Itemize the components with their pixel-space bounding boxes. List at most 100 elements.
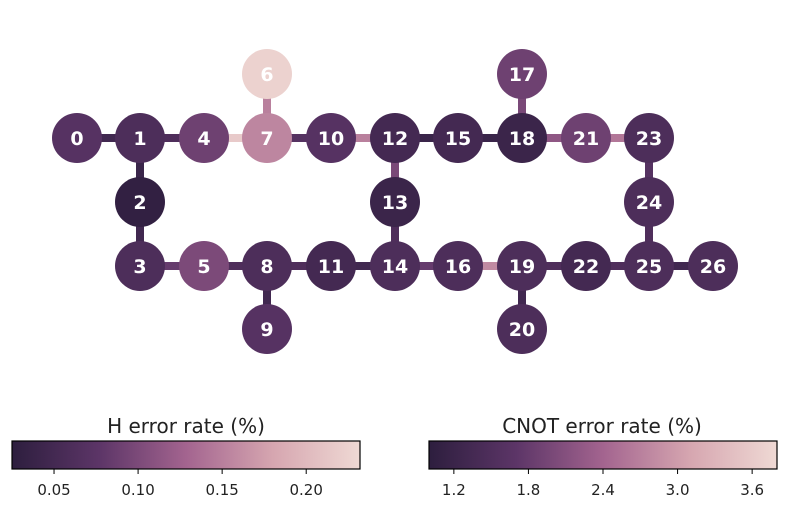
qubit-circle-13: [370, 177, 420, 227]
qubit-label-16: 16: [445, 256, 471, 278]
qubit-circle-7: [242, 113, 292, 163]
qubit-label-19: 19: [509, 256, 535, 278]
qubit-label-6: 6: [260, 64, 273, 86]
cnot-colorbar-title: CNOT error rate (%): [502, 414, 702, 438]
qubit-circle-10: [306, 113, 356, 163]
qubit-circle-1: [115, 113, 165, 163]
cnot-tick-label: 2.4: [591, 481, 615, 499]
qubit-node-8: 8: [242, 241, 292, 291]
qubit-label-14: 14: [382, 256, 408, 278]
h-tick-label: 0.20: [289, 481, 322, 499]
qubit-label-24: 24: [636, 192, 662, 214]
qubit-circle-24: [624, 177, 674, 227]
qubit-node-18: 18: [497, 113, 547, 163]
qubit-label-4: 4: [197, 128, 210, 150]
qubit-circle-19: [497, 241, 547, 291]
qubit-label-15: 15: [445, 128, 471, 150]
qubit-circle-14: [370, 241, 420, 291]
qubit-node-12: 12: [370, 113, 420, 163]
qubit-circle-5: [179, 241, 229, 291]
qubit-label-7: 7: [260, 128, 273, 150]
cnot-colorbar: [428, 440, 778, 470]
qubit-node-1: 1: [115, 113, 165, 163]
cnot-colorbar-ticks: 1.2 1.8 2.4 3.0 3.6: [442, 469, 764, 499]
qubit-node-22: 22: [561, 241, 611, 291]
qubit-label-21: 21: [573, 128, 599, 150]
qubit-label-10: 10: [318, 128, 344, 150]
qubit-node-24: 24: [624, 177, 674, 227]
qubit-circle-9: [242, 304, 292, 354]
qubit-circle-0: [52, 113, 102, 163]
qubit-label-3: 3: [133, 256, 146, 278]
qubit-node-19: 19: [497, 241, 547, 291]
qubit-node-9: 9: [242, 304, 292, 354]
qubit-circle-22: [561, 241, 611, 291]
qubit-nodes: 0 123456789101112131415161718192021222324…: [52, 49, 738, 354]
qubit-node-26: 26: [688, 241, 738, 291]
qubit-label-22: 22: [573, 256, 599, 278]
qubit-circle-3: [115, 241, 165, 291]
qubit-label-8: 8: [260, 256, 273, 278]
qubit-circle-11: [306, 241, 356, 291]
qubit-node-21: 21: [561, 113, 611, 163]
h-tick-label: 0.05: [37, 481, 70, 499]
qubit-circle-20: [497, 304, 547, 354]
qubit-node-15: 15: [433, 113, 483, 163]
qubit-node-11: 11: [306, 241, 356, 291]
cnot-tick-label: 3.0: [666, 481, 690, 499]
qubit-circle-23: [624, 113, 674, 163]
qubit-circle-6: [242, 49, 292, 99]
qubit-node-16: 16: [433, 241, 483, 291]
qubit-node-25: 25: [624, 241, 674, 291]
qubit-circle-17: [497, 49, 547, 99]
qubit-node-4: 4: [179, 113, 229, 163]
cnot-tick-label: 1.2: [442, 481, 466, 499]
qubit-node-10: 10: [306, 113, 356, 163]
qubit-circle-12: [370, 113, 420, 163]
qubit-node-13: 13: [370, 177, 420, 227]
qubit-node-17: 17: [497, 49, 547, 99]
h-colorbar: [11, 440, 361, 470]
qubit-node-3: 3: [115, 241, 165, 291]
qubit-node-23: 23: [624, 113, 674, 163]
qubit-circle-4: [179, 113, 229, 163]
qubit-node-0: 0: [52, 113, 102, 163]
qubit-circle-25: [624, 241, 674, 291]
qubit-label-26: 26: [700, 256, 726, 278]
qubit-label-20: 20: [509, 319, 535, 341]
h-colorbar-ticks: 0.05 0.10 0.15 0.20: [37, 469, 323, 499]
h-colorbar-title: H error rate (%): [107, 414, 265, 438]
qubit-circle-21: [561, 113, 611, 163]
h-tick-label: 0.15: [205, 481, 238, 499]
qubit-label-13: 13: [382, 192, 408, 214]
qubit-node-2: 2: [115, 177, 165, 227]
qubit-circle-16: [433, 241, 483, 291]
qubit-node-14: 14: [370, 241, 420, 291]
qubit-label-9: 9: [260, 319, 273, 341]
qubit-label-17: 17: [509, 64, 535, 86]
h-tick-label: 0.10: [121, 481, 154, 499]
qubit-label-25: 25: [636, 256, 662, 278]
qubit-label-23: 23: [636, 128, 662, 150]
qubit-label-12: 12: [382, 128, 408, 150]
qubit-label-1: 1: [133, 128, 146, 150]
qubit-node-6: 6: [242, 49, 292, 99]
qubit-label-5: 5: [197, 256, 210, 278]
qubit-label-11: 11: [318, 256, 344, 278]
qubit-circle-26: [688, 241, 738, 291]
qubit-node-20: 20: [497, 304, 547, 354]
h-error-colorbar: H error rate (%) 0.05 0.10 0.15 0.20: [11, 414, 361, 499]
qubit-label-18: 18: [509, 128, 535, 150]
cnot-tick-label: 3.6: [740, 481, 764, 499]
qubit-circle-18: [497, 113, 547, 163]
qubit-label-2: 2: [133, 192, 146, 214]
cnot-tick-label: 1.8: [516, 481, 540, 499]
qubit-circle-2: [115, 177, 165, 227]
qubit-node-5: 5: [179, 241, 229, 291]
qubit-circle-8: [242, 241, 292, 291]
qubit-circle-15: [433, 113, 483, 163]
cnot-error-colorbar: CNOT error rate (%) 1.2 1.8 2.4 3.0 3.6: [428, 414, 778, 499]
qubit-label-0: 0: [70, 128, 83, 150]
qubit-node-7: 7: [242, 113, 292, 163]
